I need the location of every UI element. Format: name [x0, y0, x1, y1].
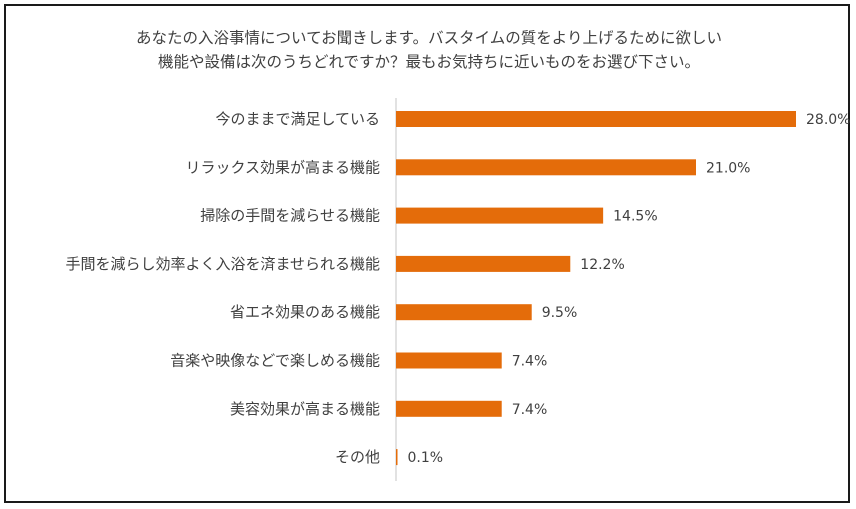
category-label: 省エネ効果のある機能: [230, 303, 380, 321]
category-label: 掃除の手間を減らせる機能: [200, 207, 380, 225]
bar: [396, 352, 502, 369]
value-label: 7.4%: [512, 354, 548, 370]
chart-frame: あなたの入浴事情についてお聞きします。バスタイムの質をより上げるために欲しい 機…: [4, 4, 850, 503]
bar-chart: 今のままで満足している 28.0% リラックス効果が高まる機能 21.0% 掃除の手間を…: [65, 98, 850, 481]
category-label: リラックス効果が高まる機能: [185, 158, 380, 176]
bar: [396, 304, 532, 321]
value-label: 28.0%: [806, 112, 850, 128]
value-label: 12.2%: [580, 257, 624, 273]
bar: [396, 111, 796, 127]
chart-title: あなたの入浴事情についてお聞きします。バスタイムの質をより上げるために欲しい 機…: [6, 26, 852, 74]
value-label: 9.5%: [542, 305, 578, 321]
category-label: その他: [335, 448, 380, 466]
chart-title-line-2: 機能や設備は次のうちどれですか？最もお気持ちに近いものをお選び下さい。: [157, 53, 701, 71]
value-label: 21.0%: [706, 160, 750, 176]
bar: [396, 400, 502, 417]
bar: [396, 255, 571, 272]
bar: [396, 449, 398, 466]
chart-title-line-1: あなたの入浴事情についてお聞きします。バスタイムの質をより上げるために欲しい: [136, 29, 722, 47]
value-label: 14.5%: [613, 209, 657, 225]
category-label: 美容効果が高まる機能: [230, 400, 380, 418]
category-label: 今のままで満足している: [215, 110, 380, 128]
bar: [396, 159, 696, 176]
value-label: 0.1%: [408, 450, 444, 466]
category-label: 手間を減らし効率よく入浴を済ませられる機能: [65, 255, 380, 273]
value-label: 7.4%: [512, 402, 548, 418]
category-label: 音楽や映像などで楽しめる機能: [170, 352, 380, 370]
bar: [396, 207, 604, 224]
